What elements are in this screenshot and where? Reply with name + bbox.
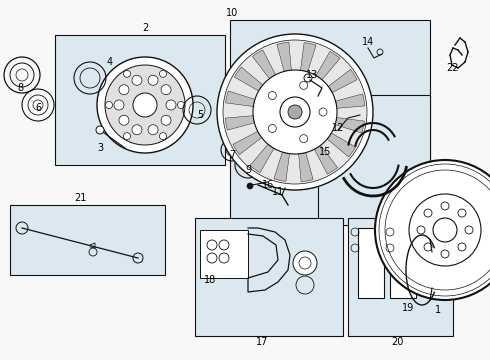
Circle shape <box>465 226 473 234</box>
Circle shape <box>424 209 432 217</box>
Circle shape <box>148 75 158 85</box>
Text: 3: 3 <box>97 143 103 153</box>
Wedge shape <box>274 152 290 181</box>
Text: 11: 11 <box>272 187 284 197</box>
Circle shape <box>177 102 185 108</box>
Wedge shape <box>328 69 357 93</box>
Text: 2: 2 <box>142 23 148 33</box>
Circle shape <box>96 126 104 134</box>
Bar <box>390 228 416 298</box>
Text: 14: 14 <box>362 37 374 47</box>
Text: 4: 4 <box>107 57 113 67</box>
Text: 1: 1 <box>435 305 441 315</box>
Wedge shape <box>299 153 313 182</box>
Circle shape <box>133 93 157 117</box>
Circle shape <box>293 251 317 275</box>
Wedge shape <box>336 94 365 108</box>
Text: 5: 5 <box>197 110 203 120</box>
Circle shape <box>123 70 130 77</box>
Circle shape <box>441 202 449 210</box>
Circle shape <box>132 75 142 85</box>
Bar <box>200 230 248 278</box>
Circle shape <box>375 160 490 300</box>
Circle shape <box>105 102 113 108</box>
Text: 10: 10 <box>226 8 238 18</box>
Circle shape <box>319 108 327 116</box>
Circle shape <box>160 133 167 140</box>
Circle shape <box>114 100 124 110</box>
Wedge shape <box>250 144 274 173</box>
Circle shape <box>433 218 457 242</box>
Circle shape <box>119 115 129 125</box>
Circle shape <box>424 243 432 251</box>
Circle shape <box>269 91 276 100</box>
Text: 19: 19 <box>402 303 414 313</box>
Wedge shape <box>277 42 292 71</box>
Circle shape <box>123 133 130 140</box>
Text: 21: 21 <box>74 193 86 203</box>
Text: 13: 13 <box>306 70 318 80</box>
Circle shape <box>105 65 185 145</box>
Wedge shape <box>335 117 365 133</box>
Text: 9: 9 <box>245 165 251 175</box>
Circle shape <box>97 57 193 153</box>
Text: 15: 15 <box>319 147 331 157</box>
Circle shape <box>217 34 373 190</box>
Text: 20: 20 <box>391 337 403 347</box>
Circle shape <box>119 85 129 95</box>
Text: 12: 12 <box>332 123 344 133</box>
Wedge shape <box>316 51 340 80</box>
Circle shape <box>409 194 481 266</box>
Circle shape <box>161 85 171 95</box>
Wedge shape <box>225 91 255 107</box>
Wedge shape <box>233 131 262 154</box>
Circle shape <box>300 135 308 143</box>
Wedge shape <box>252 50 275 79</box>
Bar <box>195 218 343 336</box>
Wedge shape <box>315 145 338 174</box>
Wedge shape <box>327 133 356 157</box>
Circle shape <box>166 100 176 110</box>
Bar <box>55 35 225 165</box>
Bar <box>348 218 453 336</box>
Wedge shape <box>225 116 254 130</box>
Bar <box>230 20 430 225</box>
Circle shape <box>160 70 167 77</box>
Wedge shape <box>234 67 263 91</box>
Bar <box>322 105 342 123</box>
Circle shape <box>458 243 466 251</box>
Text: 16: 16 <box>262 180 274 190</box>
Text: 22: 22 <box>446 63 458 73</box>
Circle shape <box>288 105 302 119</box>
Circle shape <box>161 115 171 125</box>
Circle shape <box>269 125 276 132</box>
Circle shape <box>417 226 425 234</box>
Bar <box>358 228 384 298</box>
Text: 8: 8 <box>17 83 23 93</box>
Circle shape <box>247 183 253 189</box>
Circle shape <box>148 125 158 135</box>
Circle shape <box>458 209 466 217</box>
Text: 17: 17 <box>256 337 268 347</box>
Text: 7: 7 <box>229 150 235 160</box>
Circle shape <box>441 250 449 258</box>
Text: 18: 18 <box>204 275 216 285</box>
Circle shape <box>223 40 367 184</box>
Bar <box>10 205 165 275</box>
Wedge shape <box>300 42 316 72</box>
Circle shape <box>280 97 310 127</box>
Circle shape <box>253 70 337 154</box>
Bar <box>318 95 430 225</box>
Text: 6: 6 <box>35 103 41 113</box>
Circle shape <box>300 81 308 89</box>
Circle shape <box>132 125 142 135</box>
